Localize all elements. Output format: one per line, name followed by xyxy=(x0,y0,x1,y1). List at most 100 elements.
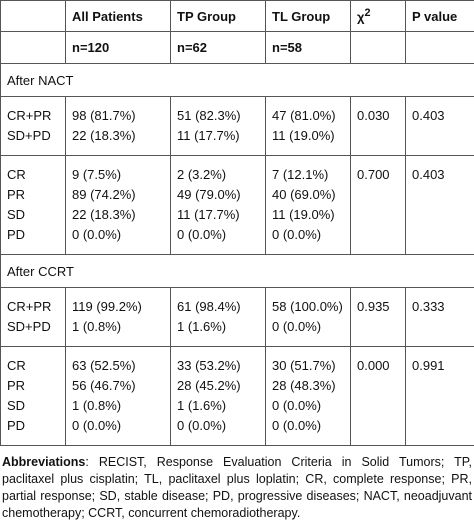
value-text: 63 (52.5%) xyxy=(72,358,136,373)
value-text: 0 (0.0%) xyxy=(72,418,122,433)
row-label: CR xyxy=(7,358,26,373)
row-label: PR xyxy=(7,378,26,393)
value-text: 9 (7.5%) xyxy=(72,167,122,182)
chi2-value: 0.030 xyxy=(357,108,390,123)
value-text: 0 (0.0%) xyxy=(272,319,322,334)
row-label: PR xyxy=(7,187,26,202)
group-row: CR+PR SD+PD 98 (81.7%) 22 (18.3%) 51 (82.3%)… xyxy=(0,96,474,156)
p-value: 0.333 xyxy=(412,299,445,314)
group-cell: 61 (98.4%) 1 (1.6%) xyxy=(170,287,266,347)
value-text: 0 (0.0%) xyxy=(272,398,322,413)
empty-cell xyxy=(0,0,66,32)
group-cell: 63 (52.5%) 56 (46.7%) 1 (0.8%) 0 (0.0%) xyxy=(65,346,171,446)
counts-row: n=120 n=62 n=58 xyxy=(0,31,474,64)
value-text: 119 (99.2%) xyxy=(72,299,142,314)
group-row: CR PR SD PD 9 (7.5%) 89 (74.2%) 22 (18.3%) 0 (0… xyxy=(0,155,474,255)
value-text: 51 (82.3%) xyxy=(177,108,241,123)
group-cell: 47 (81.0%) 11 (19.0%) xyxy=(265,96,351,156)
group-cell: 98 (81.7%) 22 (18.3%) xyxy=(65,96,171,156)
header-cell: All Patients xyxy=(65,0,171,32)
group-cell: 33 (53.2%) 28 (45.2%) 1 (1.6%) 0 (0.0%) xyxy=(170,346,266,446)
value-text: 40 (69.0%) xyxy=(272,187,336,202)
value-text: 47 (81.0%) xyxy=(272,108,336,123)
value-text: 58 (100.0%) xyxy=(272,299,343,314)
row-label: SD xyxy=(7,207,26,222)
group-row: CR+PR SD+PD 119 (99.2%) 1 (0.8%) 61 (98.4%) 1… xyxy=(0,287,474,347)
group-cell: 9 (7.5%) 89 (74.2%) 22 (18.3%) 0 (0.0%) xyxy=(65,155,171,255)
chi2-value: 0.700 xyxy=(357,167,390,182)
footnote-text: : RECIST, Response Evaluation Criteria i… xyxy=(2,455,472,520)
value-text: 1 (0.8%) xyxy=(72,398,122,413)
group-cell: 58 (100.0%) 0 (0.0%) xyxy=(265,287,351,347)
chi2-value: 0.000 xyxy=(357,358,390,373)
value-text: 0 (0.0%) xyxy=(272,418,322,433)
group-row: CR PR SD PD 63 (52.5%) 56 (46.7%) 1 (0.8%) 0 (0… xyxy=(0,346,474,446)
value-text: 2 (3.2%) xyxy=(177,167,227,182)
value-text: 0 (0.0%) xyxy=(72,227,122,242)
section-row: After CCRT xyxy=(0,254,474,288)
value-text: 89 (74.2%) xyxy=(72,187,136,202)
group-cell: 0.991 xyxy=(405,346,474,446)
header-text: χ xyxy=(357,9,365,25)
row-label: SD+PD xyxy=(7,128,51,143)
header-sup: 2 xyxy=(364,7,371,20)
row-label: SD xyxy=(7,398,26,413)
value-text: 11 (17.7%) xyxy=(177,128,240,143)
value-text: 56 (46.7%) xyxy=(72,378,136,393)
group-cell: 30 (51.7%) 28 (48.3%) 0 (0.0%) 0 (0.0%) xyxy=(265,346,351,446)
empty-cell xyxy=(0,31,66,64)
group-cell: 119 (99.2%) 1 (0.8%) xyxy=(65,287,171,347)
header-cell: χ2 xyxy=(350,0,406,32)
count-cell: n=62 xyxy=(170,31,266,64)
value-text: 1 (1.6%) xyxy=(177,319,227,334)
results-table: All Patients TP Group TL Group χ2 P value n=1… xyxy=(0,0,474,446)
value-text: 11 (19.0%) xyxy=(272,128,335,143)
row-label: CR+PR xyxy=(7,299,52,314)
p-value: 0.403 xyxy=(412,167,445,182)
footnote-label: Abbreviations xyxy=(2,455,86,469)
row-label: CR xyxy=(7,167,26,182)
group-cell: 7 (12.1%) 40 (69.0%) 11 (19.0%) 0 (0.0%) xyxy=(265,155,351,255)
value-text: 49 (79.0%) xyxy=(177,187,241,202)
section-row: After NACT xyxy=(0,63,474,97)
value-text: 33 (53.2%) xyxy=(177,358,241,373)
row-label: PD xyxy=(7,418,26,433)
count-cell: n=120 xyxy=(65,31,171,64)
value-text: 22 (18.3%) xyxy=(72,128,136,143)
section-title: After NACT xyxy=(0,63,474,97)
chi2-value: 0.935 xyxy=(357,299,390,314)
value-text: 28 (48.3%) xyxy=(272,378,336,393)
group-cell: 0.030 xyxy=(350,96,406,156)
group-cell: CR+PR SD+PD xyxy=(0,96,66,156)
count-cell: n=58 xyxy=(265,31,351,64)
value-text: 30 (51.7%) xyxy=(272,358,336,373)
header-cell: TL Group xyxy=(265,0,351,32)
p-value: 0.403 xyxy=(412,108,445,123)
p-value: 0.991 xyxy=(412,358,445,373)
value-text: 7 (12.1%) xyxy=(272,167,329,182)
group-cell: 0.333 xyxy=(405,287,474,347)
group-cell: 0.700 xyxy=(350,155,406,255)
section-title: After CCRT xyxy=(0,254,474,288)
row-label: PD xyxy=(7,227,26,242)
row-label: SD+PD xyxy=(7,319,51,334)
group-cell: 0.935 xyxy=(350,287,406,347)
value-text: 11 (19.0%) xyxy=(272,207,335,222)
group-cell: 51 (82.3%) 11 (17.7%) xyxy=(170,96,266,156)
value-text: 98 (81.7%) xyxy=(72,108,136,123)
group-cell: CR+PR SD+PD xyxy=(0,287,66,347)
value-text: 22 (18.3%) xyxy=(72,207,136,222)
header-row: All Patients TP Group TL Group χ2 P value xyxy=(0,0,474,32)
value-text: 1 (0.8%) xyxy=(72,319,122,334)
header-cell: TP Group xyxy=(170,0,266,32)
group-cell: CR PR SD PD xyxy=(0,346,66,446)
value-text: 61 (98.4%) xyxy=(177,299,241,314)
value-text: 11 (17.7%) xyxy=(177,207,240,222)
empty-cell xyxy=(350,31,406,64)
value-text: 0 (0.0%) xyxy=(177,418,227,433)
value-text: 1 (1.6%) xyxy=(177,398,227,413)
row-label: CR+PR xyxy=(7,108,52,123)
group-cell: 0.403 xyxy=(405,155,474,255)
value-text: 0 (0.0%) xyxy=(272,227,322,242)
